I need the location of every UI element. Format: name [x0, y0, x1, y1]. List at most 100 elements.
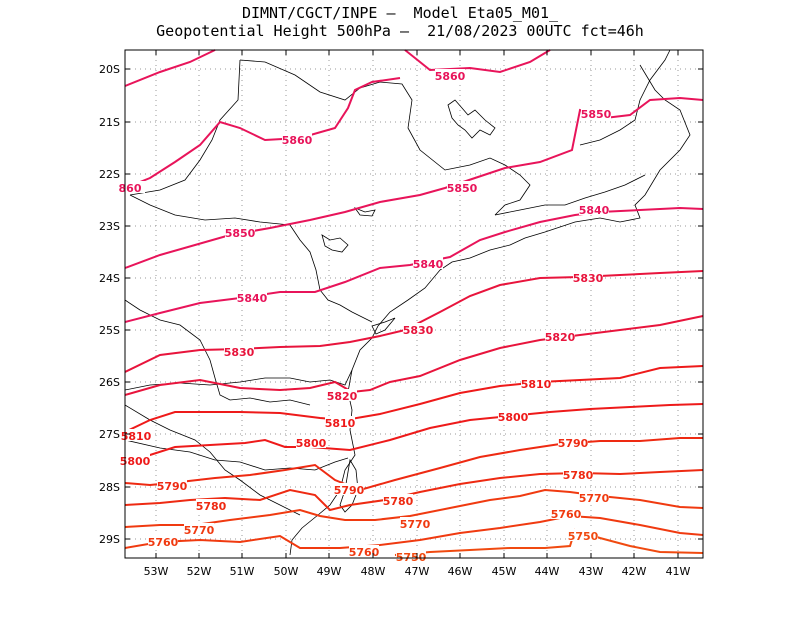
contour-line	[124, 315, 704, 396]
contour-label-bg	[121, 429, 151, 441]
contour-label-bg	[148, 535, 178, 547]
contour-label-bg	[396, 550, 426, 562]
contour-line	[124, 365, 704, 433]
bay	[371, 317, 396, 335]
map-frame	[124, 49, 704, 559]
lon-label: 48W	[361, 565, 386, 578]
lat-label: 25S	[99, 324, 120, 337]
contour-label-bg	[573, 271, 603, 283]
contour-label: 5790	[157, 480, 188, 493]
lat-label: 26S	[99, 376, 120, 389]
contour-label: 5820	[327, 390, 358, 403]
lon-label: 52W	[187, 565, 212, 578]
state-border-ms-sp	[129, 59, 241, 196]
contour-label: 5830	[224, 346, 255, 359]
coastline-borders	[124, 49, 691, 556]
contour-label: 5830	[403, 324, 434, 337]
lat-label: 23S	[99, 220, 120, 233]
contour-label: 5750	[568, 530, 599, 543]
contour-label: 5840	[237, 292, 268, 305]
contour-label-bg	[334, 483, 364, 495]
contour-label-bg	[579, 491, 609, 503]
contour-label: 5790	[558, 437, 589, 450]
contour-label-bg	[327, 389, 357, 401]
state-border-mg-rj	[494, 174, 646, 216]
contour-label-bg	[498, 410, 528, 422]
lat-label: 28S	[99, 481, 120, 494]
lat-lon-grid	[125, 50, 703, 558]
contour-label: 5860	[435, 70, 466, 83]
contour-label-bg	[120, 454, 150, 466]
lon-label: 42W	[622, 565, 647, 578]
country-border-west	[124, 299, 311, 406]
contour-label-bg	[115, 181, 145, 193]
contour-label: 5780	[383, 495, 414, 508]
lat-label: 27S	[99, 428, 120, 441]
contour-label: 5760	[148, 536, 179, 549]
contour-label-bg	[184, 523, 214, 535]
lon-label: 47W	[405, 565, 430, 578]
contour-label: 5830	[573, 272, 604, 285]
contour-label: 5840	[413, 258, 444, 271]
state-border-sc-rs	[124, 404, 301, 516]
contour-label: 5780	[563, 469, 594, 482]
lon-label: 51W	[230, 565, 255, 578]
lat-label: 21S	[99, 116, 120, 129]
contour-label: 860	[119, 182, 142, 195]
contour-label-bg	[581, 107, 611, 119]
contour-label-bg	[568, 529, 598, 541]
contour-label: 5840	[579, 204, 610, 217]
contour-label: 5860	[282, 134, 313, 147]
lat-label: 24S	[99, 272, 120, 285]
contour-label: 5760	[349, 546, 380, 559]
contour-label: 5780	[196, 500, 227, 513]
contour-label: 5760	[551, 508, 582, 521]
contour-label-bg	[447, 181, 477, 193]
contour-label: 5770	[579, 492, 610, 505]
lon-label: 46W	[448, 565, 473, 578]
contour-label-bg	[435, 69, 465, 81]
contour-label-bg	[225, 226, 255, 238]
lat-label: 22S	[99, 168, 120, 181]
contour-label: 5850	[225, 227, 256, 240]
contour-label: 5810	[121, 430, 152, 443]
contour-label: 5800	[498, 411, 529, 424]
contour-label: 5770	[400, 518, 431, 531]
lon-label: 50W	[274, 565, 299, 578]
contour-line	[124, 270, 704, 373]
lagoon	[339, 458, 359, 513]
contour-label-bg	[282, 133, 312, 145]
lon-label: 45W	[492, 565, 517, 578]
contour-label: 5810	[521, 378, 552, 391]
argentina-border	[124, 439, 349, 471]
contour-label-bg	[551, 507, 581, 519]
contour-label-bg	[403, 323, 433, 335]
contour-label-bg	[325, 416, 355, 428]
contour-label-bg	[558, 436, 588, 448]
lon-label: 43W	[579, 565, 604, 578]
frame-border	[124, 49, 704, 559]
contour-label-bg	[237, 291, 267, 303]
contour-label-bg	[400, 517, 430, 529]
contour-line	[124, 514, 704, 549]
reservoir	[447, 99, 496, 139]
contour-label-bg	[157, 479, 187, 491]
height-contours	[124, 49, 704, 556]
contour-label-bg	[521, 377, 551, 389]
contour-labels: 5860 5860 860 5850 5850 5850 5840 5840 5840 5830 5…	[115, 69, 612, 564]
contour-line	[124, 403, 704, 461]
contour-label: 5790	[334, 484, 365, 497]
title-line-1: DIMNT/CGCT/INPE — Model Eta05_M01_	[241, 4, 559, 22]
contour-label: 5800	[120, 455, 151, 468]
contour-line	[124, 49, 551, 189]
contour-label-bg	[349, 545, 379, 557]
lon-label: 49W	[317, 565, 342, 578]
contour-label: 5850	[447, 182, 478, 195]
lon-label: 41W	[666, 565, 691, 578]
state-border-sp-mg	[239, 59, 531, 216]
contour-line	[124, 437, 703, 492]
lat-label: 29S	[99, 533, 120, 546]
contour-label-bg	[383, 494, 413, 506]
contour-label-bg	[224, 345, 254, 357]
contour-label-bg	[296, 436, 326, 448]
